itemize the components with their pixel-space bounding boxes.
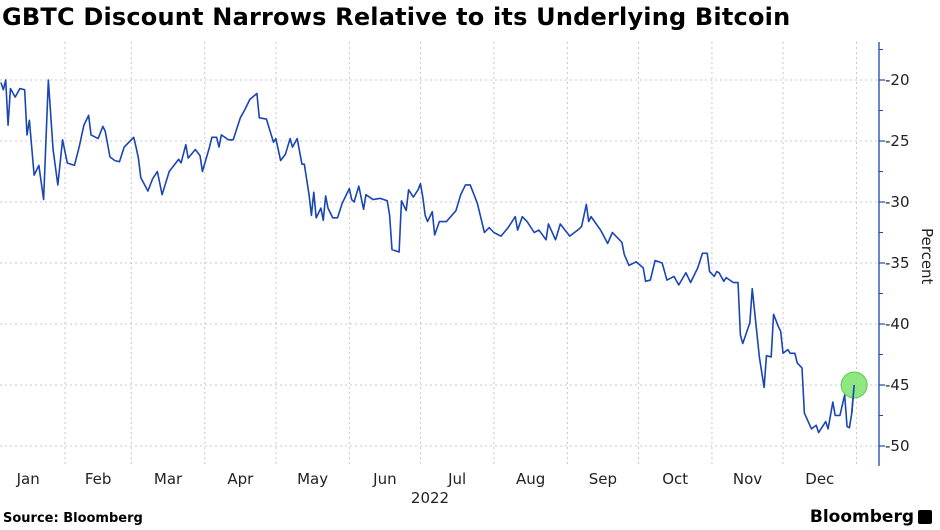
x-tick-label: Jul [447,470,466,488]
y-tick-label: -20 [885,71,910,89]
y-tick-label: -50 [885,437,910,455]
x-axis-label: 2022 [411,489,449,507]
y-tick-label: -30 [885,193,910,211]
x-tick-label: Mar [154,470,183,488]
x-tick-label: Apr [227,470,254,488]
x-tick-label: Dec [805,470,834,488]
x-tick-label: Oct [662,470,688,488]
chart-title: GBTC Discount Narrows Relative to its Un… [2,3,791,31]
x-tick-label: Feb [85,470,112,488]
x-tick-label: Sep [589,470,617,488]
data-line [0,79,855,434]
y-tick-label: -40 [885,315,910,333]
bloomberg-logo: Bloomberg [809,507,914,527]
x-tick-label: Jun [372,470,396,488]
y-tick-label: -35 [885,254,910,272]
x-tick-label: Nov [733,470,762,488]
y-tick-label: -25 [885,132,910,150]
data-points [0,79,855,433]
x-tick-label: Aug [516,470,545,488]
x-tick-label: May [297,470,328,488]
data-line-end [850,384,855,414]
y-tick-label: -45 [885,376,910,394]
source-note: Source: Bloomberg [3,511,143,526]
x-tick-label: Jan [16,470,40,488]
y-axis-label: Percent [918,228,936,285]
bloomberg-chart-icon [918,510,932,524]
